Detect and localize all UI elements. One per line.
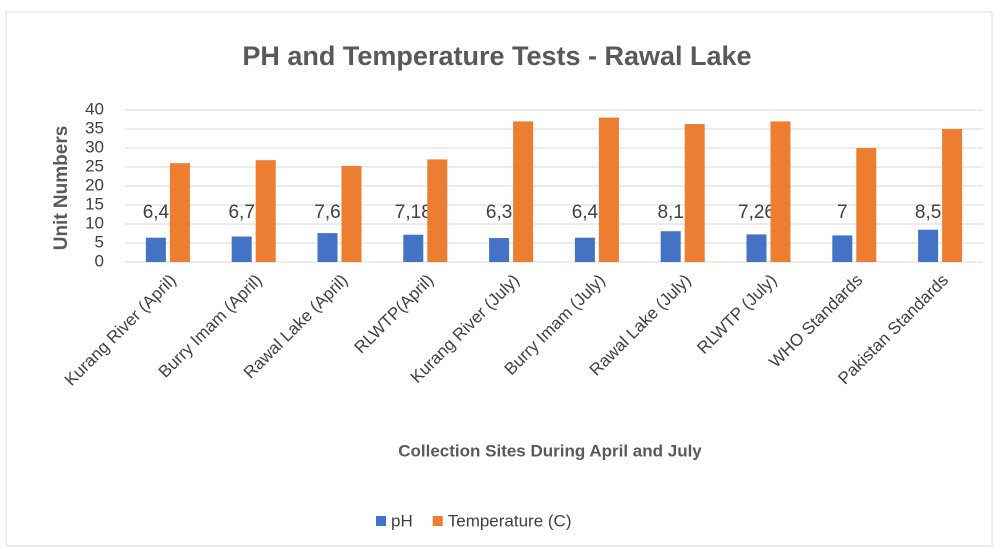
y-tick-label: 10 xyxy=(85,213,104,232)
bar xyxy=(770,121,791,263)
y-axis-title: Unit Numbers xyxy=(51,126,72,251)
legend-swatch xyxy=(376,516,386,526)
bar xyxy=(513,121,534,263)
legend-label: Temperature (C) xyxy=(448,511,572,530)
data-label: 6,3 xyxy=(486,202,512,223)
legend-swatch xyxy=(432,516,443,526)
bar xyxy=(832,235,853,262)
bar xyxy=(231,236,252,262)
x-axis-title: Collection Sites During April and July xyxy=(398,441,702,460)
data-label: 8,1 xyxy=(657,202,683,223)
data-label: 7,26 xyxy=(738,202,775,223)
bar xyxy=(489,238,510,262)
data-label: 6,7 xyxy=(228,202,254,223)
data-label: 7,6 xyxy=(314,202,340,223)
data-label: 6,4 xyxy=(143,202,170,223)
y-tick-label: 40 xyxy=(85,99,104,118)
y-tick-label: 25 xyxy=(85,156,104,175)
chart-border xyxy=(5,11,993,547)
data-label: 7 xyxy=(837,202,848,223)
bar xyxy=(660,231,681,262)
bar xyxy=(427,159,448,262)
bar xyxy=(317,233,338,262)
bar xyxy=(255,160,276,262)
bar xyxy=(918,229,939,262)
y-tick-label: 30 xyxy=(85,137,104,156)
bar xyxy=(403,234,424,262)
y-tick-label: 15 xyxy=(85,194,104,213)
bar xyxy=(574,237,595,262)
data-label: 7,18 xyxy=(395,202,432,223)
data-label: 8,5 xyxy=(915,202,941,223)
data-label: 6,4 xyxy=(572,202,599,223)
bar xyxy=(942,129,963,262)
y-tick-label: 5 xyxy=(95,232,104,251)
chart-title: PH and Temperature Tests - Rawal Lake xyxy=(242,41,751,71)
y-tick-label: 35 xyxy=(85,118,104,137)
y-tick-label: 0 xyxy=(95,251,104,270)
bar xyxy=(341,165,362,262)
bar xyxy=(856,148,877,262)
bar xyxy=(169,163,190,262)
y-tick-label: 20 xyxy=(85,175,104,194)
bar xyxy=(746,234,767,262)
bar xyxy=(598,117,619,262)
bar xyxy=(145,237,166,262)
bar xyxy=(684,124,705,262)
legend-label: pH xyxy=(391,511,413,530)
